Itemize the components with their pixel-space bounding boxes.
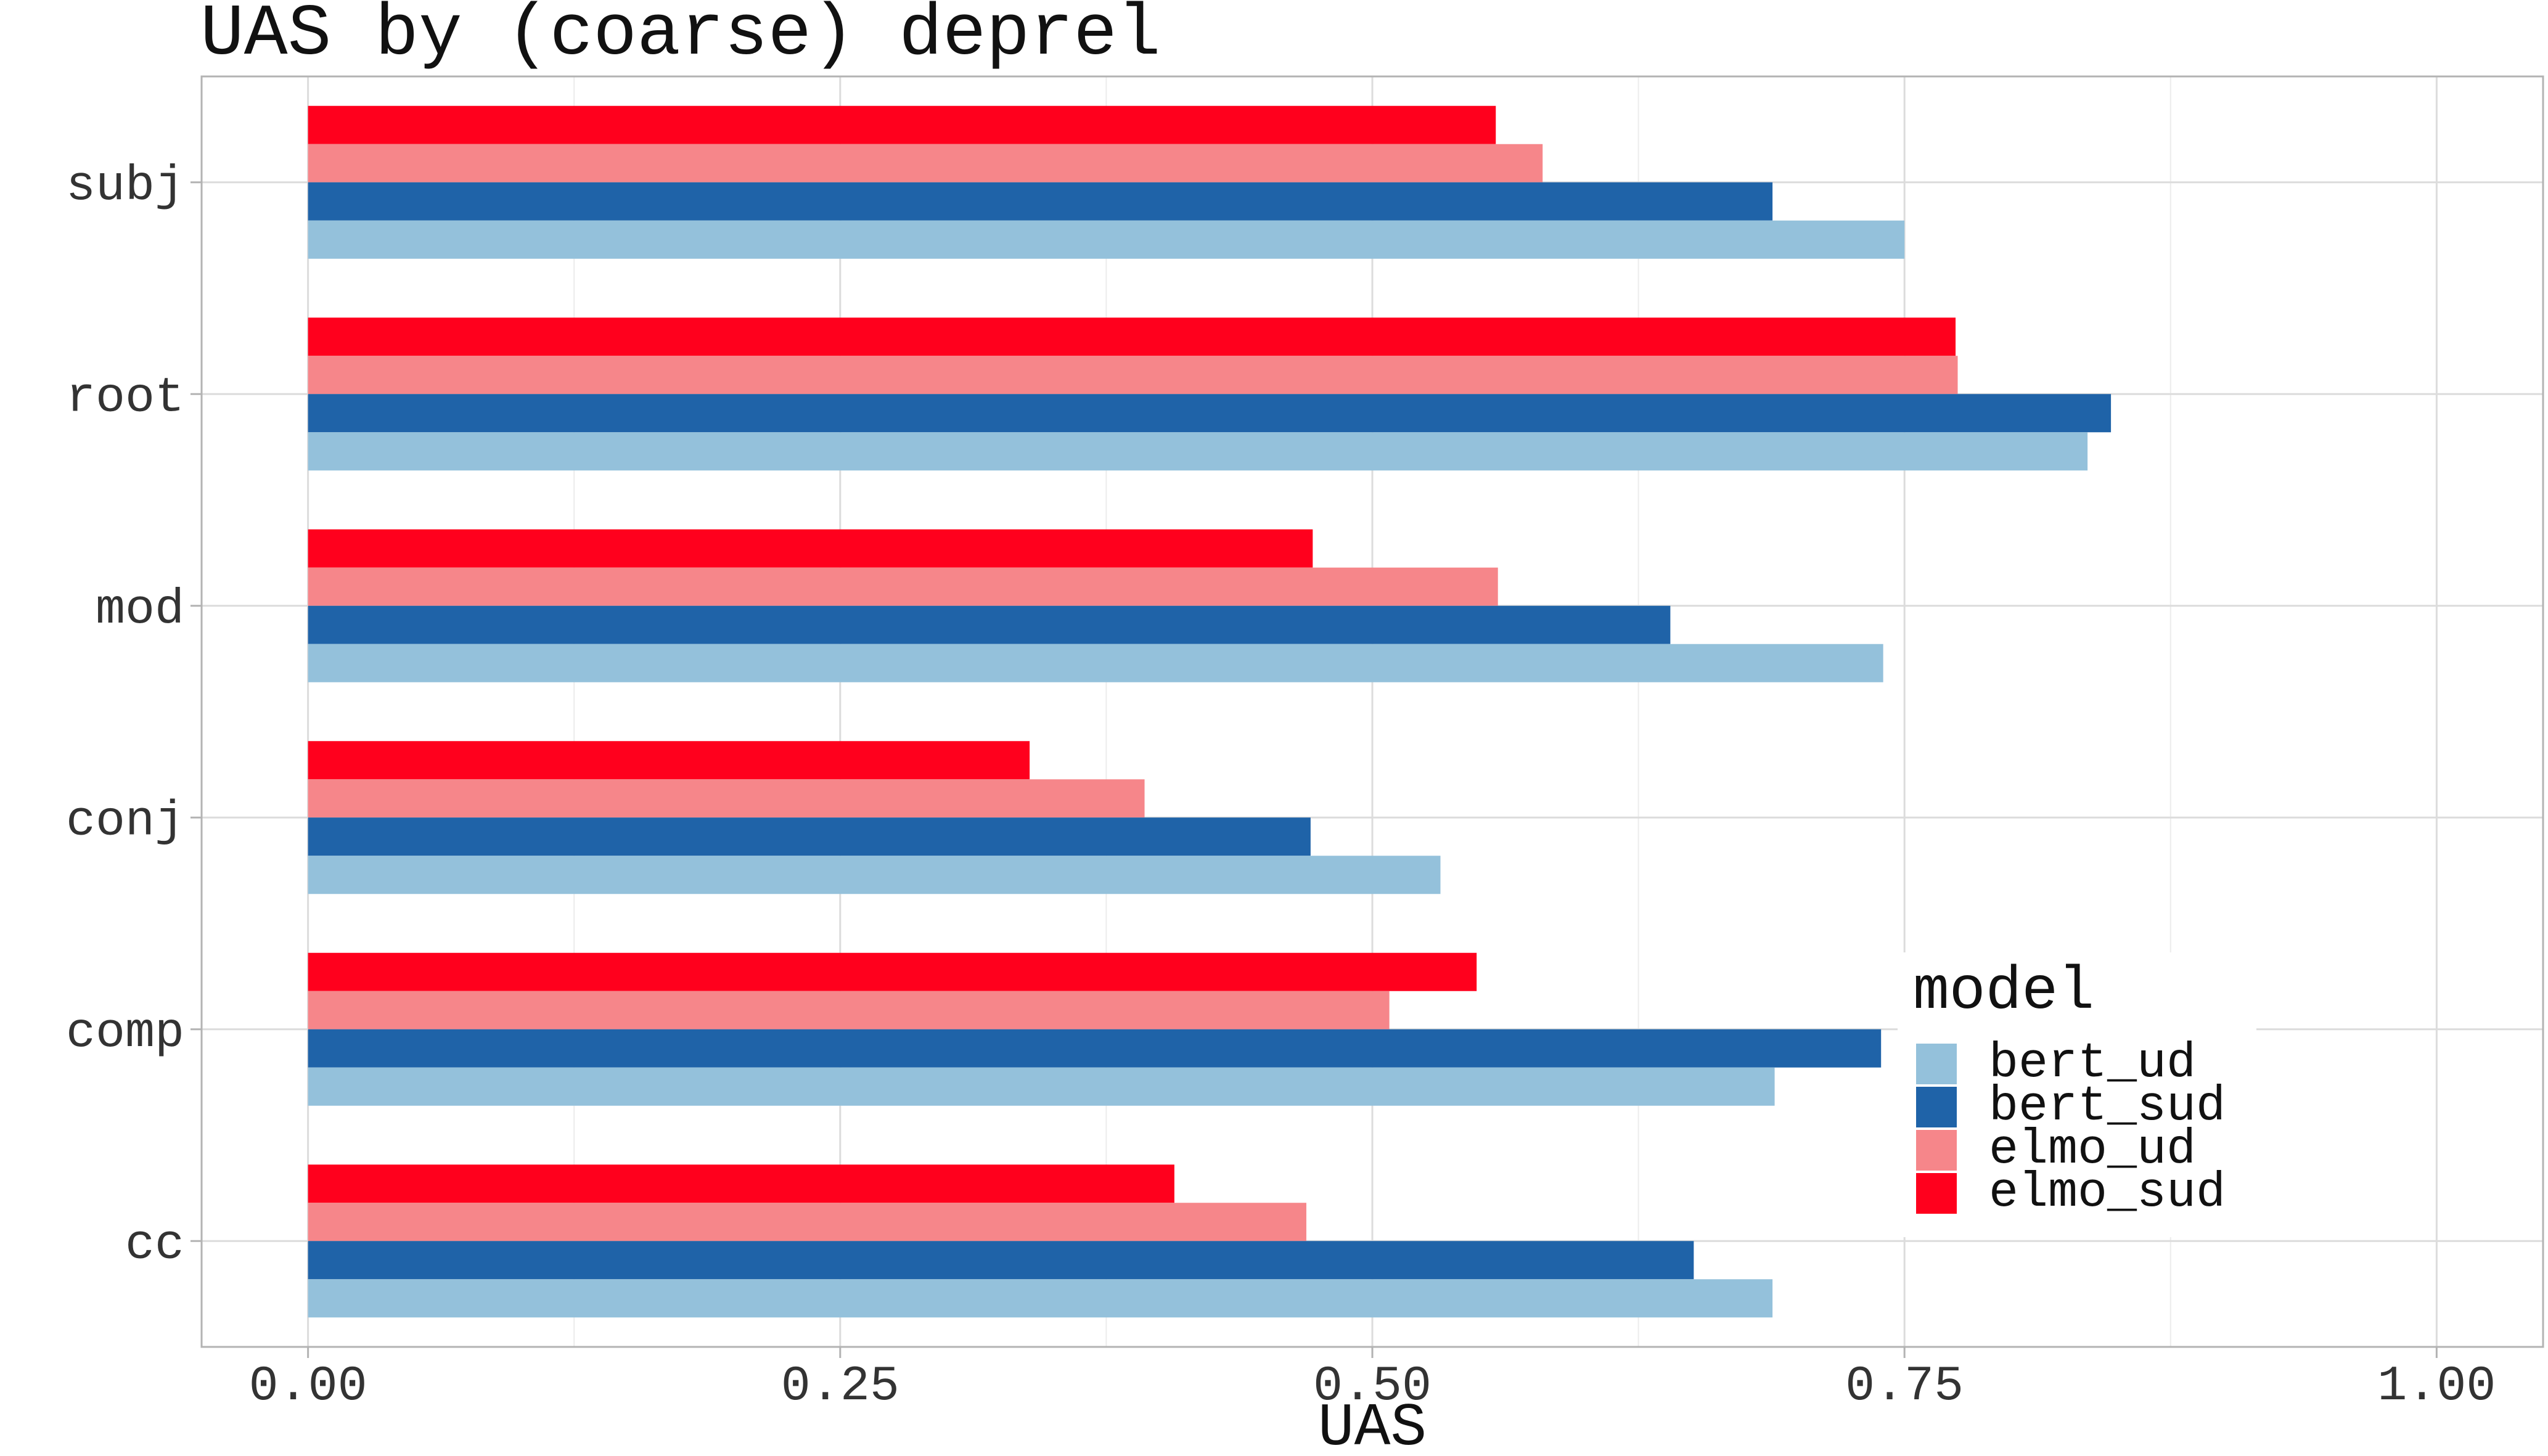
y-tick-label: mod [96,582,184,638]
x-tick-label: 0.50 [1313,1359,1432,1415]
legend-background [1898,952,2256,1237]
bar-comp-elmo_ud [308,991,1390,1029]
bar-subj-elmo_sud [308,105,1496,144]
x-tick-label: 0.25 [781,1359,899,1415]
bar-root-elmo_sud [308,317,1956,356]
legend-label-elmo_ud: elmo_ud [1989,1122,2196,1178]
bar-conj-elmo_sud [308,741,1030,780]
bar-conj-elmo_ud [308,779,1145,818]
bar-root-bert_ud [308,432,2088,471]
bar-cc-bert_sud [308,1241,1694,1280]
bar-mod-bert_sud [308,605,1671,644]
x-tick-label: 1.00 [2377,1359,2496,1415]
bar-subj-bert_sud [308,182,1773,221]
legend-title: model [1913,958,2094,1026]
legend-label-elmo_sud: elmo_sud [1989,1165,2226,1221]
bar-mod-elmo_ud [308,567,1498,606]
x-axis-title: UAS [1318,1394,1427,1456]
legend-key-elmo_ud [1916,1130,1957,1171]
bar-mod-bert_ud [308,644,1883,682]
bar-comp-bert_sud [308,1029,1882,1068]
bar-cc-bert_ud [308,1279,1773,1318]
y-tick-label: subj [66,158,184,215]
y-tick-label: cc [125,1217,184,1273]
legend-label-bert_ud: bert_ud [1989,1036,2196,1092]
bar-subj-bert_ud [308,220,1905,259]
y-tick-label: root [66,370,184,426]
bar-subj-elmo_ud [308,144,1543,182]
legend-key-elmo_sud [1916,1173,1957,1214]
x-tick-label: 0.00 [249,1359,367,1415]
chart-title: UAS by (coarse) deprel [200,0,1161,76]
plot-area: subj root mod conj comp cc 0.00 0.25 0.50 0.75 1.0… [66,75,2544,1415]
bar-conj-bert_ud [308,856,1441,894]
bar-comp-elmo_sud [308,952,1477,991]
bar-root-elmo_ud [308,356,1958,395]
y-tick-label: conj [66,793,184,849]
bar-cc-elmo_sud [308,1164,1174,1203]
legend-key-bert_sud [1916,1087,1957,1127]
x-tick-label: 0.75 [1845,1359,1964,1415]
bar-comp-bert_ud [308,1067,1775,1106]
bar-cc-elmo_ud [308,1203,1306,1241]
legend-label-bert_sud: bert_sud [1989,1079,2226,1135]
bar-root-bert_sud [308,394,2112,433]
y-tick-label: comp [66,1005,184,1061]
bar-mod-elmo_sud [308,529,1313,568]
legend-key-bert_ud [1916,1044,1957,1084]
bar-conj-bert_sud [308,817,1311,856]
